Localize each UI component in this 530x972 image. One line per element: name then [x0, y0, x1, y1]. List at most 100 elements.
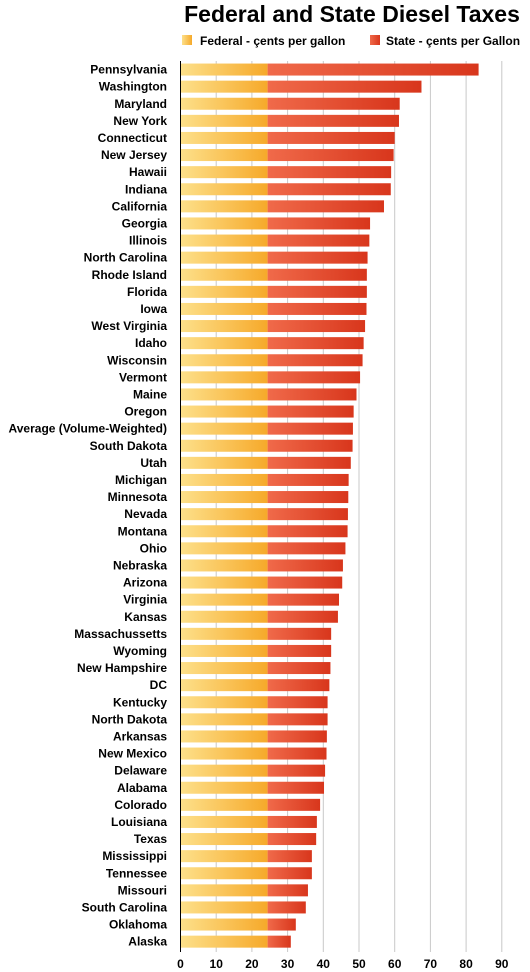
category-label: Oklahoma [109, 918, 167, 932]
category-label: North Carolina [84, 251, 168, 265]
bar-state [267, 679, 330, 692]
category-label: DC [150, 678, 168, 692]
category-label: Georgia [122, 216, 168, 230]
bar-state [267, 439, 353, 452]
category-label: Wyoming [113, 644, 167, 658]
bar-state [267, 371, 361, 384]
bar-state [267, 302, 367, 315]
bar-state [267, 662, 331, 675]
bar-state [267, 149, 394, 162]
legend-swatch-federal [182, 35, 192, 45]
bar-state [267, 764, 326, 777]
bar-state [267, 525, 348, 538]
category-label: Pennsylvania [90, 63, 167, 77]
bar-state [267, 815, 317, 828]
category-label: New Jersey [101, 148, 167, 162]
category-label: Florida [127, 285, 167, 299]
category-label: Arkansas [113, 729, 167, 743]
category-label: Alaska [128, 935, 167, 949]
category-label: Idaho [135, 336, 167, 350]
bar-state [267, 508, 348, 521]
bar-federal [180, 268, 268, 281]
category-label: Kansas [124, 610, 167, 624]
category-label: New York [113, 114, 167, 128]
category-label: Oregon [124, 405, 167, 419]
category-label: Indiana [125, 182, 167, 196]
bar-federal [180, 713, 268, 726]
bar-state [267, 80, 422, 93]
category-label: Iowa [140, 302, 167, 316]
bar-federal [180, 781, 268, 794]
bar-federal [180, 867, 268, 880]
legend-label-federal: Federal - çents per gallon [200, 34, 345, 48]
category-label: Kentucky [113, 695, 167, 709]
bar-state [267, 251, 368, 264]
category-label: South Dakota [90, 439, 168, 453]
bar-state [267, 713, 328, 726]
bar-state [267, 696, 328, 709]
legend-label-state: State - çents per Gallon [386, 34, 520, 48]
bar-state [267, 422, 353, 435]
category-label: Vermont [119, 370, 167, 384]
bar-federal [180, 251, 268, 264]
bar-state [267, 114, 399, 127]
x-tick-label: 20 [245, 957, 259, 971]
category-label: Alabama [117, 781, 167, 795]
category-label: Colorado [114, 798, 167, 812]
bar-federal [180, 149, 268, 162]
bar-state [267, 935, 291, 948]
category-label: Connecticut [98, 131, 167, 145]
bar-federal [180, 576, 268, 589]
bar-state [267, 918, 296, 931]
bar-federal [180, 918, 268, 931]
bar-state [267, 884, 308, 897]
bar-state [267, 337, 364, 350]
category-label: Arizona [123, 576, 167, 590]
bar-state [267, 542, 346, 555]
bar-state [267, 354, 363, 367]
bar-federal [180, 935, 268, 948]
category-label: Illinois [129, 234, 167, 248]
bar-federal [180, 662, 268, 675]
bar-federal [180, 901, 268, 914]
bar-state [267, 491, 349, 504]
bar-state [267, 320, 366, 333]
bar-state [267, 456, 351, 469]
bar-state [267, 63, 479, 76]
bar-federal [180, 80, 268, 93]
x-tick-label: 40 [317, 957, 331, 971]
bar-state [267, 200, 384, 213]
category-label: Texas [134, 832, 167, 846]
category-label: New Hampshire [77, 661, 167, 675]
bar-federal [180, 422, 268, 435]
bar-federal [180, 131, 268, 144]
bar-federal [180, 63, 268, 76]
bar-state [267, 166, 392, 179]
bar-federal [180, 405, 268, 418]
category-label: New Mexico [98, 747, 167, 761]
bar-state [267, 593, 340, 606]
bar-federal [180, 730, 268, 743]
category-label: Nevada [124, 507, 167, 521]
legend: Federal - çents per gallon State - çents… [182, 34, 520, 48]
bar-federal [180, 354, 268, 367]
category-label: Mississippi [102, 849, 167, 863]
category-label: Michigan [115, 473, 167, 487]
bar-federal [180, 97, 268, 110]
category-label: Minnesota [108, 490, 168, 504]
bar-federal [180, 833, 268, 846]
category-label: Tennessee [106, 866, 167, 880]
category-label: North Dakota [92, 712, 168, 726]
bar-federal [180, 371, 268, 384]
bar-state [267, 850, 312, 863]
x-tick-label: 90 [495, 957, 509, 971]
category-label: Massachussetts [74, 627, 167, 641]
bar-state [267, 217, 371, 230]
bar-federal [180, 388, 268, 401]
chart-title: Federal and State Diesel Taxes [184, 1, 520, 27]
bar-state [267, 183, 391, 196]
x-tick-label: 0 [177, 957, 184, 971]
bar-federal [180, 234, 268, 247]
bar-federal [180, 559, 268, 572]
